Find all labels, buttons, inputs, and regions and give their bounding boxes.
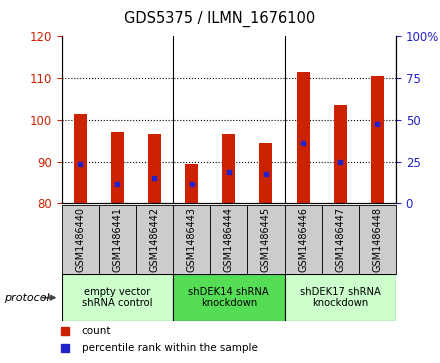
Text: GSM1486444: GSM1486444 (224, 207, 234, 272)
Text: count: count (82, 326, 111, 336)
Bar (73, 114, 87, 203)
Bar (247, 205, 285, 274)
Bar (359, 205, 396, 274)
Bar (371, 76, 384, 203)
Text: GSM1486440: GSM1486440 (75, 207, 85, 272)
Bar (148, 134, 161, 203)
Bar (334, 105, 347, 203)
Text: GSM1486445: GSM1486445 (261, 207, 271, 272)
Bar (297, 72, 310, 203)
Text: GSM1486443: GSM1486443 (187, 207, 197, 272)
Bar (260, 143, 272, 203)
Text: GSM1486446: GSM1486446 (298, 207, 308, 272)
Bar (222, 134, 235, 203)
Text: GDS5375 / ILMN_1676100: GDS5375 / ILMN_1676100 (125, 11, 315, 27)
Text: GSM1486448: GSM1486448 (372, 207, 382, 272)
Bar (185, 164, 198, 203)
Bar (136, 205, 173, 274)
Text: percentile rank within the sample: percentile rank within the sample (82, 343, 257, 352)
Bar (173, 205, 210, 274)
Text: GSM1486441: GSM1486441 (112, 207, 122, 272)
Bar (322, 205, 359, 274)
Bar (173, 274, 285, 321)
Bar (62, 274, 173, 321)
Text: shDEK14 shRNA
knockdown: shDEK14 shRNA knockdown (188, 287, 269, 309)
Bar (285, 274, 396, 321)
Bar (62, 205, 99, 274)
Text: protocol: protocol (4, 293, 50, 303)
Text: shDEK17 shRNA
knockdown: shDEK17 shRNA knockdown (300, 287, 381, 309)
Bar (285, 205, 322, 274)
Text: empty vector
shRNA control: empty vector shRNA control (82, 287, 153, 309)
Text: GSM1486447: GSM1486447 (335, 207, 345, 272)
Bar (111, 132, 124, 203)
Bar (210, 205, 247, 274)
Bar (99, 205, 136, 274)
Text: GSM1486442: GSM1486442 (150, 207, 159, 272)
